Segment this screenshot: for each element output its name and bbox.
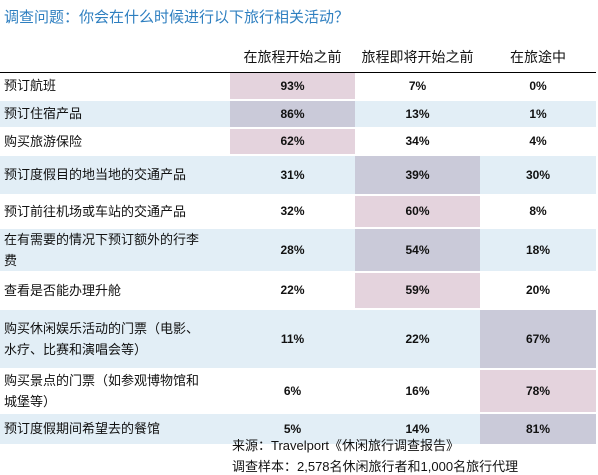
cell-value: 31% [230,154,355,196]
cell-value: 5% [230,412,355,446]
cell-value: 0% [480,72,596,101]
table-row: 预订航班 93% 7% 0% [0,72,596,101]
data-table: 在旅程开始之前 旅程即将开始之前 在旅途中 预订航班 93% 7% 0% 预订住宿产品 86%… [0,42,596,446]
corner [0,42,230,73]
title: 调查问题：你会在什么时候进行以下旅行相关活动？ [4,9,350,26]
cell-value: 18% [480,227,596,273]
row-label: 查看是否能办理升舱 [0,271,230,310]
cell-value: 60% [355,194,480,229]
table-row: 预订住宿产品 86% 13% 1% [0,99,596,129]
row-label: 在有需要的情况下预订额外的行李费 [0,227,230,273]
table-row: 购买旅游保险 62% 34% 4% [0,127,596,156]
source: 来源：Travelport《休闲旅行调查报告》 [232,438,460,453]
row-label: 购买景点的门票（如参观博物馆和城堡等） [0,368,230,414]
cell-value: 81% [480,412,596,446]
cell-value: 4% [480,127,596,156]
cell-value: 67% [480,308,596,370]
row-label: 预订度假期间希望去的餐馆 [0,412,230,446]
cell-value: 14% [355,412,480,446]
cell-value: 86% [230,99,355,129]
row-label: 预订住宿产品 [0,99,230,129]
cell-value: 22% [355,308,480,370]
cell-value: 20% [480,271,596,310]
column-header: 在旅途中 [480,42,596,73]
table-row: 购买景点的门票（如参观博物馆和城堡等） 6% 16% 78% [0,368,596,414]
table-row: 预订前往机场或车站的交通产品 32% 60% 8% [0,194,596,229]
row-label: 预订前往机场或车站的交通产品 [0,194,230,229]
row-label: 预订航班 [0,72,230,101]
table-row: 查看是否能办理升舱 22% 59% 20% [0,271,596,310]
cell-value: 22% [230,271,355,310]
cell-value: 93% [230,72,355,101]
header-row: 在旅程开始之前 旅程即将开始之前 在旅途中 [0,42,596,73]
cell-value: 30% [480,154,596,196]
cell-value: 39% [355,154,480,196]
cell-value: 1% [480,99,596,129]
row-label: 预订度假目的地当地的交通产品 [0,154,230,196]
cell-value: 54% [355,227,480,273]
sample: 调查样本：2,578名休闲旅行者和1,000名旅行代理 [232,459,519,474]
row-label: 购买休闲娱乐活动的门票（电影、水疗、比赛和演唱会等） [0,308,230,370]
table-row: 预订度假目的地当地的交通产品 31% 39% 30% [0,154,596,196]
cell-value: 28% [230,227,355,273]
column-header: 在旅程开始之前 [230,42,355,73]
table-row: 预订度假期间希望去的餐馆 5% 14% 81% [0,412,596,446]
cell-value: 34% [355,127,480,156]
cell-value: 11% [230,308,355,370]
table-row: 购买休闲娱乐活动的门票（电影、水疗、比赛和演唱会等） 11% 22% 67% [0,308,596,370]
column-header: 旅程即将开始之前 [355,42,480,73]
cell-value: 7% [355,72,480,101]
cell-value: 59% [355,271,480,310]
row-label: 购买旅游保险 [0,127,230,156]
cell-value: 13% [355,99,480,129]
cell-value: 6% [230,368,355,414]
table-row: 在有需要的情况下预订额外的行李费 28% 54% 18% [0,227,596,273]
cell-value: 78% [480,368,596,414]
cell-value: 62% [230,127,355,156]
cell-value: 8% [480,194,596,229]
cell-value: 32% [230,194,355,229]
cell-value: 16% [355,368,480,414]
